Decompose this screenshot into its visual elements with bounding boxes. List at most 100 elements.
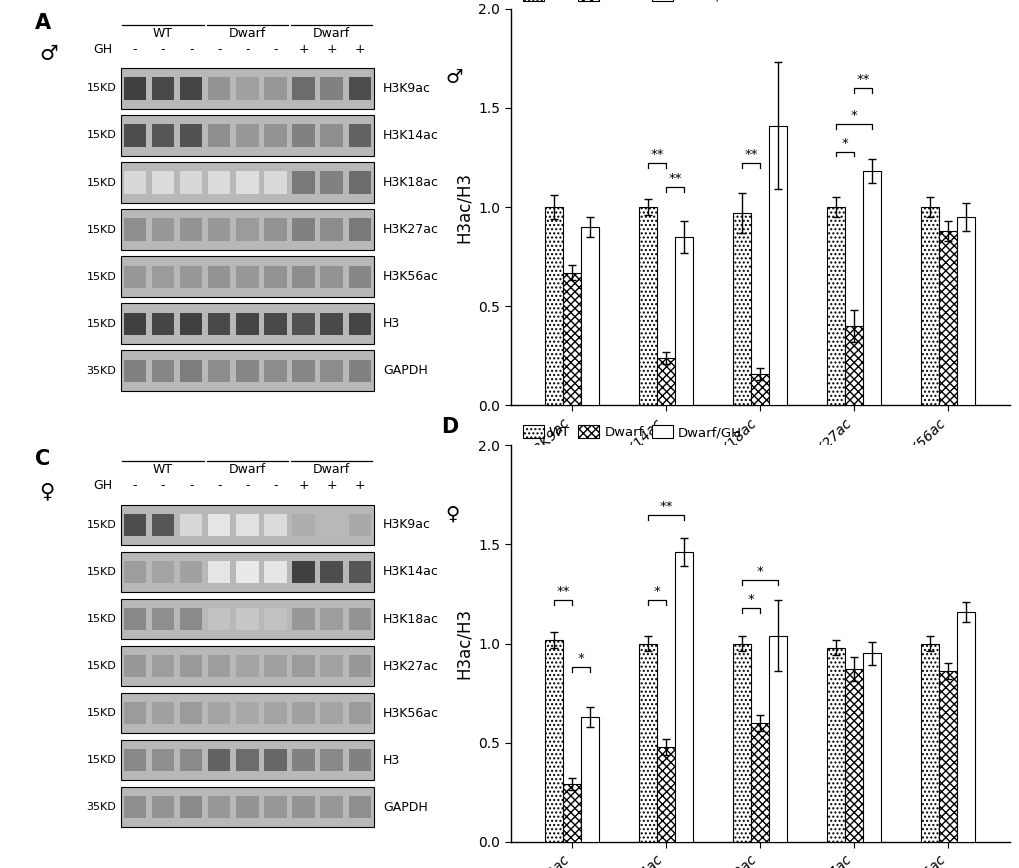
Bar [208,171,230,194]
Bar [208,796,230,819]
Bar [235,219,259,240]
Text: *: * [756,565,763,578]
Bar [208,266,230,288]
Bar [292,514,315,536]
Bar [348,655,371,677]
Bar [123,561,146,583]
Bar [121,787,373,827]
Bar [121,209,373,250]
Bar [235,561,259,583]
Bar [562,785,581,842]
Text: 15KD: 15KD [87,520,116,529]
Bar [862,171,880,405]
Text: **: ** [650,148,663,161]
Bar [320,702,342,724]
Bar [121,162,373,203]
Bar [179,796,202,819]
Bar [544,207,562,405]
Bar [639,207,656,405]
Bar [348,266,371,288]
Bar [320,796,342,819]
Bar [208,561,230,583]
Bar [123,796,146,819]
Text: H3K14ac: H3K14ac [382,129,438,142]
Bar [179,702,202,724]
Text: **: ** [856,73,869,86]
Bar [320,77,342,100]
Bar [348,514,371,536]
Bar [235,359,259,382]
Bar [235,608,259,630]
Bar [235,796,259,819]
Text: H3K27ac: H3K27ac [382,660,438,673]
Text: ♂: ♂ [445,69,463,87]
Bar [152,124,174,147]
Bar [562,273,581,405]
Bar [179,171,202,194]
Bar [152,219,174,240]
Bar [235,124,259,147]
Bar [152,608,174,630]
Bar [121,552,373,592]
Text: WT: WT [153,27,173,40]
Bar [121,256,373,297]
Bar [235,702,259,724]
Bar [938,671,957,842]
Bar [208,312,230,335]
Bar [152,514,174,536]
Y-axis label: H3ac/H3: H3ac/H3 [454,608,472,679]
Bar [957,612,974,842]
Text: *: * [578,653,584,666]
Text: **: ** [659,500,673,513]
Text: ♀: ♀ [40,481,55,501]
Bar [264,124,286,147]
Bar [152,171,174,194]
Text: H3K27ac: H3K27ac [382,223,438,236]
Bar [656,746,675,842]
Text: -: - [189,43,194,56]
Bar [768,126,787,405]
Bar [152,359,174,382]
Text: H3K14ac: H3K14ac [382,565,438,578]
Bar [348,171,371,194]
Legend: WT, Dwarf, Dwarf/GH: WT, Dwarf, Dwarf/GH [517,420,747,444]
Bar [123,124,146,147]
Bar [862,654,880,842]
Text: -: - [217,43,221,56]
Bar [179,77,202,100]
Bar [292,702,315,724]
Text: -: - [245,479,250,492]
Bar [845,669,862,842]
Bar [179,655,202,677]
Text: H3K56ac: H3K56ac [382,707,438,720]
Bar [121,304,373,344]
Text: *: * [747,593,754,606]
Text: 15KD: 15KD [87,708,116,718]
Bar [235,266,259,288]
Bar [123,655,146,677]
Bar [123,219,146,240]
Bar [264,749,286,772]
Text: GH: GH [93,43,112,56]
Text: H3K18ac: H3K18ac [382,176,438,189]
Bar [750,723,768,842]
Text: H3K56ac: H3K56ac [382,270,438,283]
Bar [320,359,342,382]
Bar [768,635,787,842]
Bar [920,207,938,405]
Text: -: - [161,43,165,56]
Text: GH: GH [93,479,112,492]
Text: -: - [132,479,138,492]
Bar [121,504,373,545]
Text: ♂: ♂ [40,44,58,64]
Bar [264,171,286,194]
Bar [179,749,202,772]
Bar [348,219,371,240]
Bar [544,640,562,842]
Text: WT: WT [153,463,173,476]
Text: -: - [132,43,138,56]
Bar [179,124,202,147]
Bar [235,514,259,536]
Text: A: A [35,13,51,33]
Bar [320,124,342,147]
